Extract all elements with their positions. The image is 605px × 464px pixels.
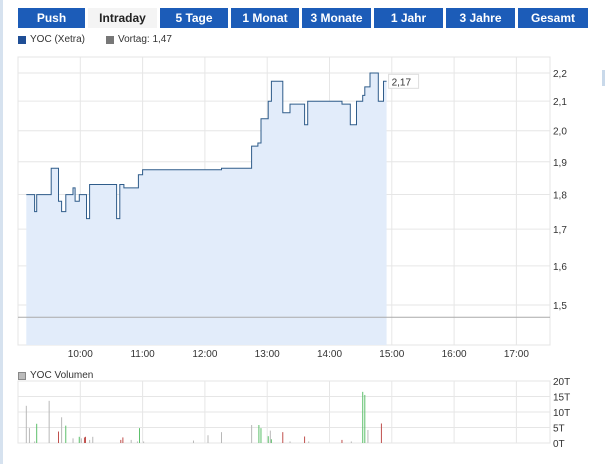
y-tick-label: 2,1 <box>553 97 567 108</box>
last-price-box <box>388 73 420 89</box>
left-border <box>0 0 3 464</box>
tab-5-tage[interactable]: 5 Tage <box>160 8 228 28</box>
y-tick-label: 1,9 <box>553 158 567 169</box>
tab-3-jahre[interactable]: 3 Jahre <box>446 8 515 28</box>
price-area <box>26 73 387 345</box>
x-tick-label: 13:00 <box>255 349 280 360</box>
volume-y-tick-label: 5T <box>553 424 565 435</box>
tab-push[interactable]: Push <box>18 8 85 28</box>
x-tick-label: 17:00 <box>504 349 529 360</box>
volume-y-tick-label: 0T <box>553 439 565 450</box>
legend-label-series: YOC (Xetra) <box>30 34 86 45</box>
legend-swatch-series <box>18 35 26 44</box>
x-tick-label: 15:00 <box>379 349 404 360</box>
volume-y-tick-label: 10T <box>553 408 570 419</box>
tab-intraday[interactable]: Intraday <box>88 8 157 28</box>
tab-gesamt[interactable]: Gesamt <box>518 8 588 28</box>
legend-previous: Vortag: 1,47 <box>106 34 172 45</box>
last-price-label: 2,17 <box>392 77 412 88</box>
legend-series: YOC (Xetra) <box>18 34 85 45</box>
x-tick-label: 16:00 <box>442 349 467 360</box>
price-line <box>26 72 387 220</box>
y-tick-label: 1,7 <box>553 225 567 236</box>
y-tick-label: 1,6 <box>553 262 567 273</box>
tab-1-jahr[interactable]: 1 Jahr <box>374 8 443 28</box>
volume-y-tick-label: 20T <box>553 377 570 388</box>
legend-volume: YOC Volumen <box>18 370 93 381</box>
x-tick-label: 10:00 <box>68 349 93 360</box>
x-tick-label: 11:00 <box>130 349 155 360</box>
y-tick-label: 1,5 <box>553 301 567 312</box>
legend-swatch-previous <box>106 35 114 44</box>
y-tick-label: 2,2 <box>553 69 567 80</box>
y-tick-label: 2,0 <box>553 127 567 138</box>
legend-label-volume: YOC Volumen <box>30 370 94 381</box>
tab-3-monate[interactable]: 3 Monate <box>302 8 371 28</box>
volume-y-tick-label: 15T <box>553 393 570 404</box>
x-tick-label: 12:00 <box>192 349 217 360</box>
y-tick-label: 1,8 <box>553 191 567 202</box>
x-tick-label: 14:00 <box>317 349 342 360</box>
right-scroll-handle[interactable] <box>602 70 605 86</box>
legend-swatch-volume <box>18 371 26 380</box>
legend-label-previous: Vortag: 1,47 <box>118 34 172 45</box>
tab-1-monat[interactable]: 1 Monat <box>231 8 299 28</box>
